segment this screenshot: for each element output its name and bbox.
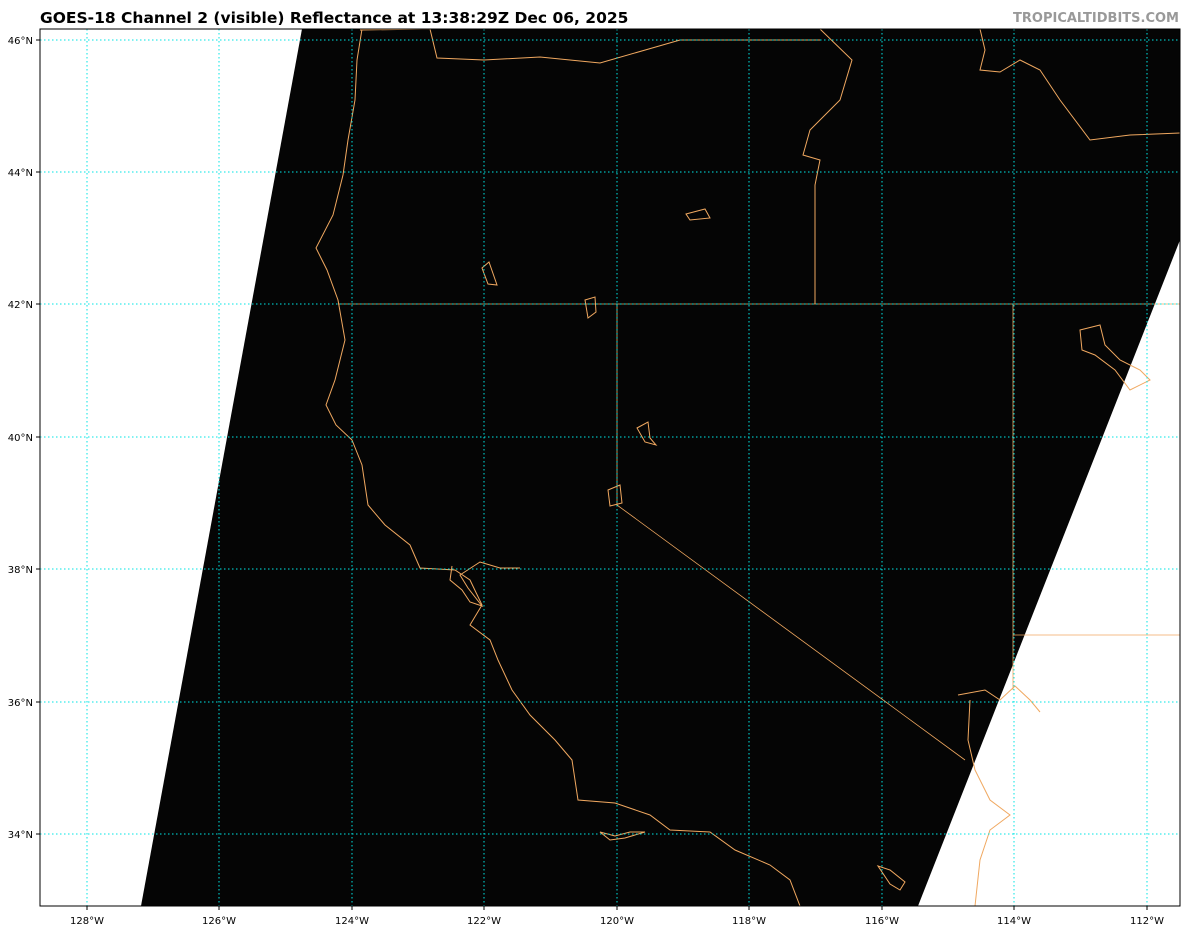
lon-label: 112°W <box>1130 916 1164 927</box>
lon-ticks <box>86 906 1148 910</box>
lat-label: 34°N <box>8 830 33 841</box>
klamath-lake <box>481 261 498 286</box>
great-salt-lake <box>1079 324 1151 391</box>
lon-label: 120°W <box>600 916 634 927</box>
lon-label: 124°W <box>335 916 369 927</box>
malheur-lake <box>685 208 711 221</box>
lake-tahoe <box>607 484 623 507</box>
snake-river <box>802 29 853 304</box>
colorado-river <box>957 685 1041 713</box>
pyramid-lake <box>636 421 658 446</box>
lower-colorado <box>967 699 1011 906</box>
lon-label: 118°W <box>732 916 766 927</box>
lat-label: 40°N <box>8 433 33 444</box>
lat-label: 46°N <box>8 36 33 47</box>
idaho-river <box>979 29 1180 141</box>
lat-label: 38°N <box>8 565 33 576</box>
imagery-swath <box>141 29 1180 906</box>
lat-label: 44°N <box>8 168 33 179</box>
lon-label: 114°W <box>997 916 1031 927</box>
map-title: GOES-18 Channel 2 (visible) Reflectance … <box>40 9 629 27</box>
lon-label: 128°W <box>70 916 104 927</box>
lat-label: 36°N <box>8 698 33 709</box>
sf-bay <box>449 561 520 607</box>
lat-ticks <box>36 39 40 835</box>
goose-lake <box>584 296 597 319</box>
channel-islands <box>599 831 646 841</box>
credit-watermark: TROPICALTIDBITS.COM <box>1013 11 1179 26</box>
lon-label: 116°W <box>865 916 899 927</box>
lat-label: 42°N <box>8 300 33 311</box>
columbia-river <box>359 29 820 64</box>
salton-sea <box>876 865 906 891</box>
lon-label: 126°W <box>202 916 236 927</box>
borders <box>315 29 1180 906</box>
map-frame <box>39 28 1181 907</box>
lon-label: 122°W <box>467 916 501 927</box>
